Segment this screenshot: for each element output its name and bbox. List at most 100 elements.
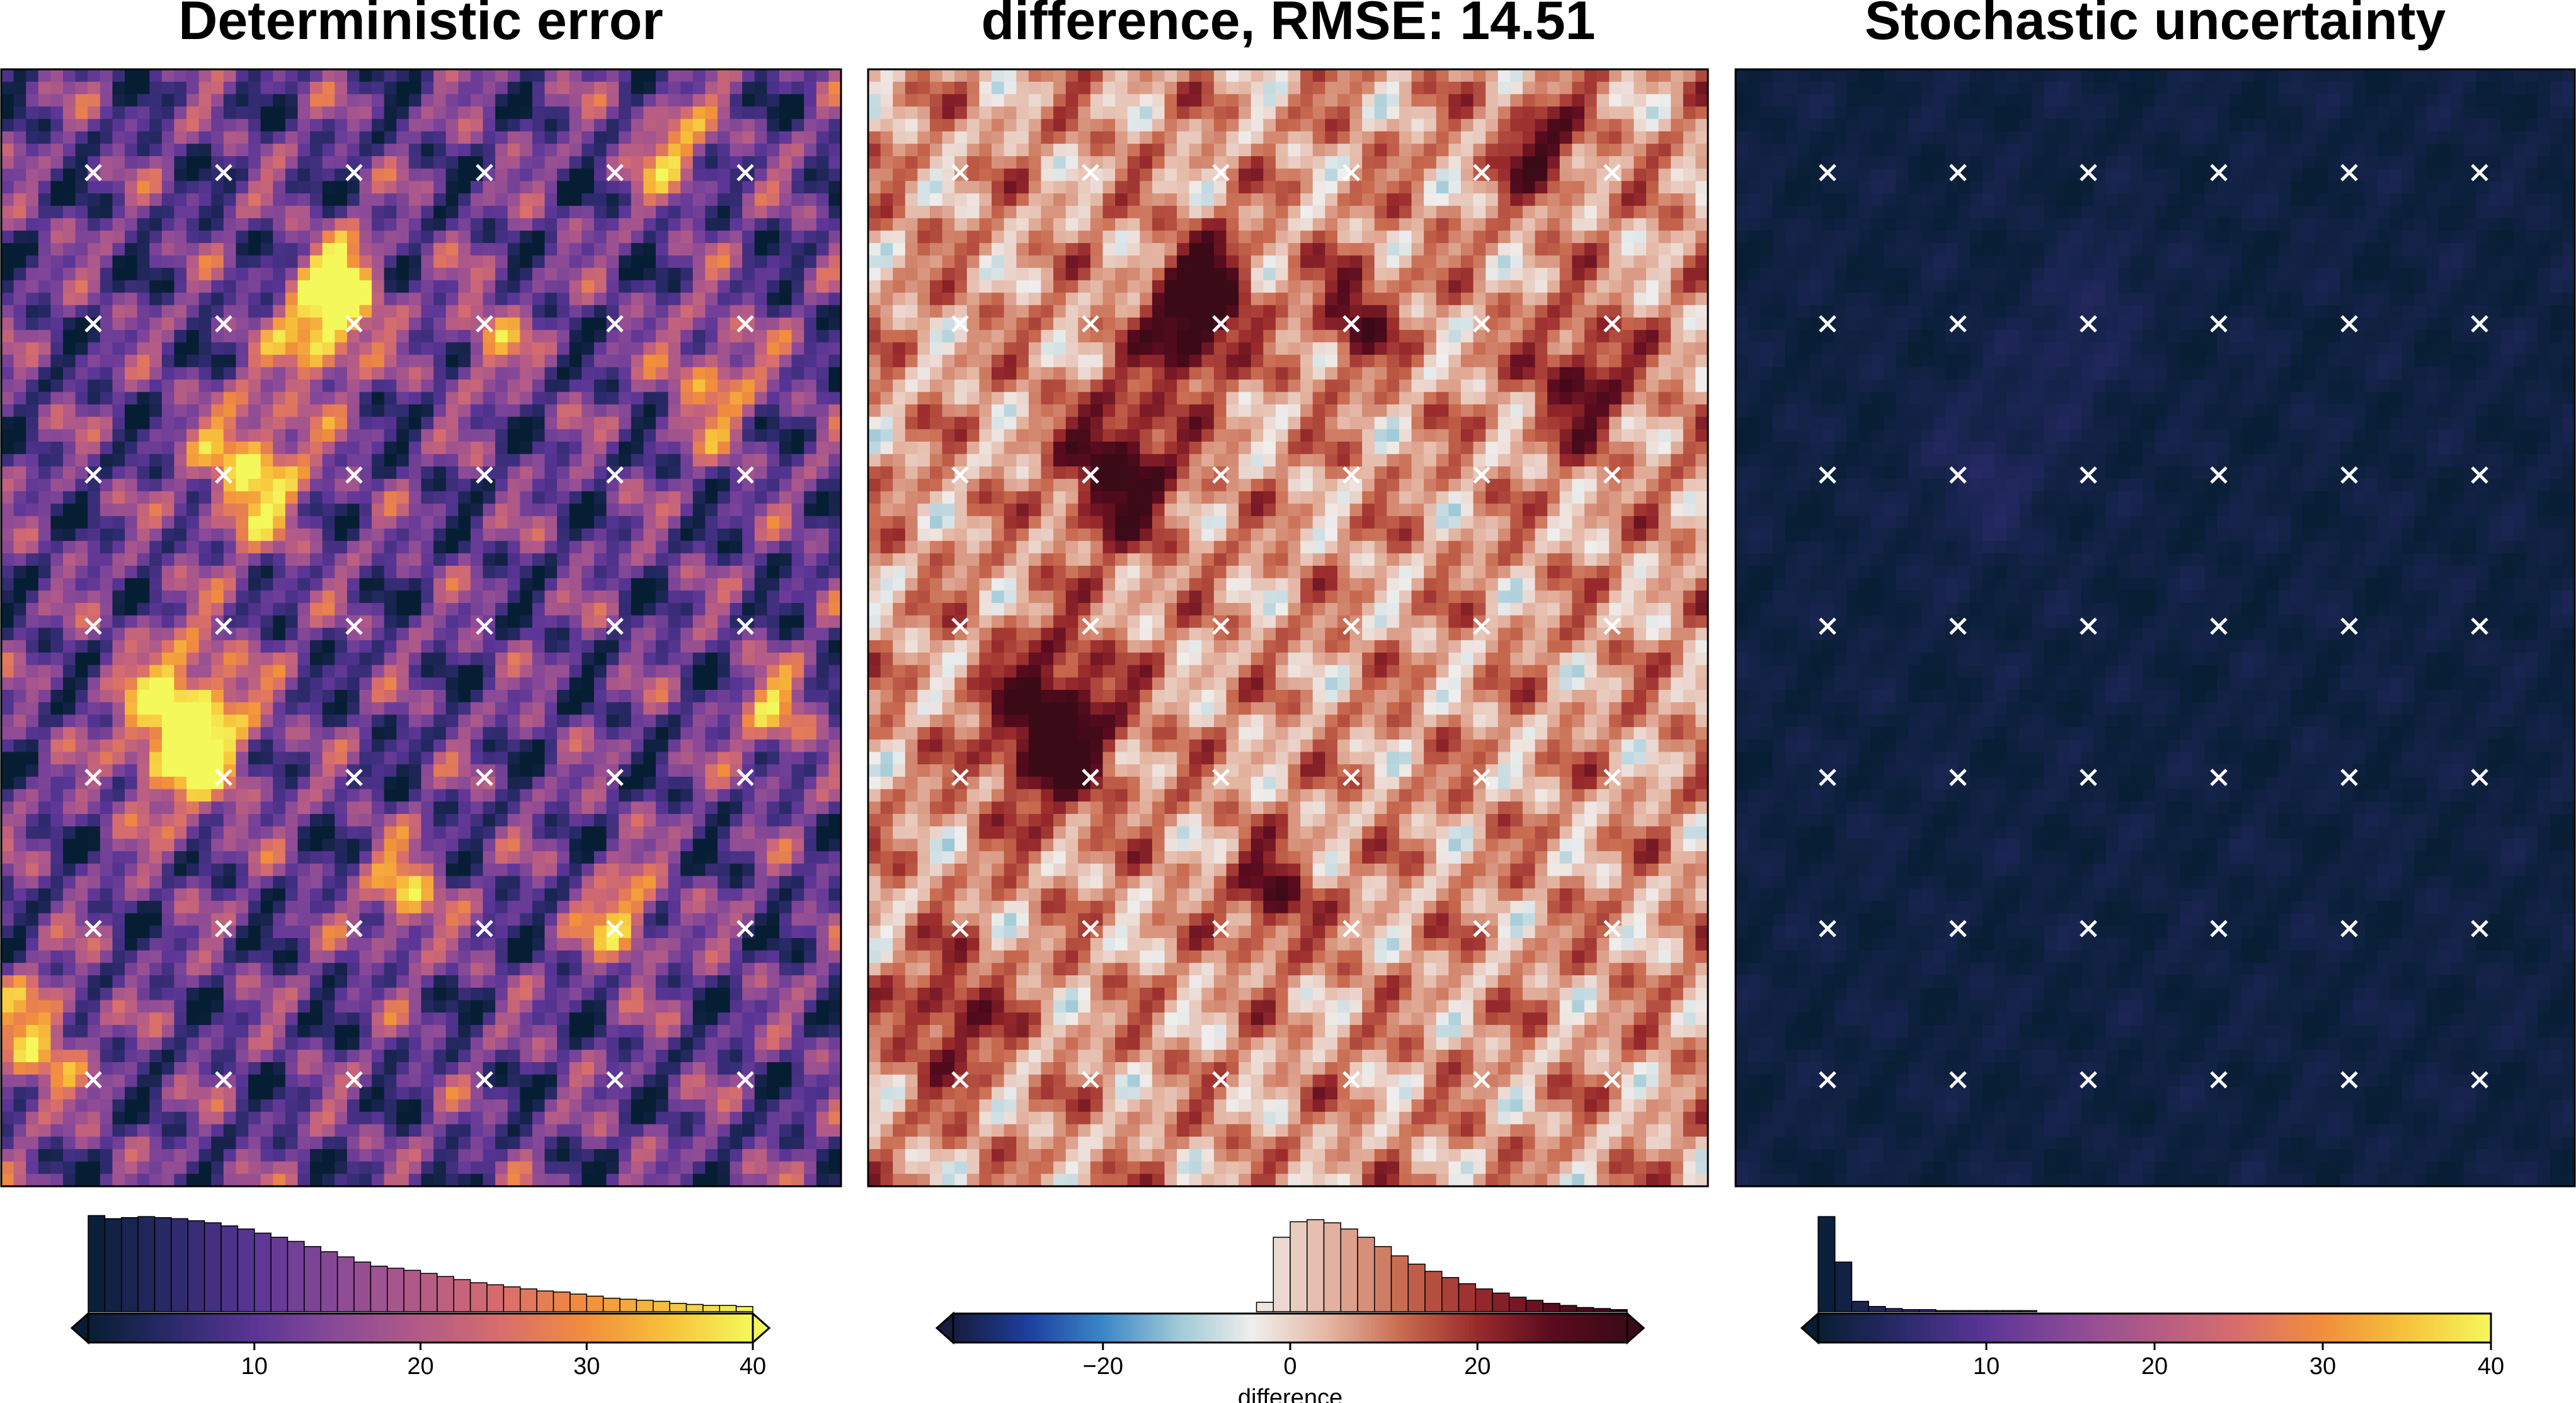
heatmap-cell [112,255,125,268]
heatmap-cell [483,528,496,542]
heatmap-cell [754,255,767,268]
heatmap-cell [297,69,311,83]
heatmap-cell [631,280,644,294]
heatmap-cell [643,342,656,355]
heatmap-cell [346,652,360,666]
heatmap-cell [606,118,619,132]
heatmap-cell [273,975,286,988]
heatmap-cell [631,491,644,505]
heatmap-cell [346,814,360,827]
heatmap-cell [359,280,372,294]
heatmap-cell [335,379,348,392]
heatmap-cell [161,118,175,132]
heatmap-cell [779,329,793,343]
heatmap-cell [125,429,138,442]
heatmap-cell [619,318,632,331]
heatmap-cell [248,193,261,207]
heatmap-cell [828,181,842,194]
heatmap-cell [433,292,447,306]
heatmap-cell [273,144,286,157]
heatmap-cell [680,280,694,294]
heatmap-cell [557,776,570,790]
heatmap-cell [668,367,681,381]
heatmap-cell [236,168,249,181]
heatmap-cell [273,665,286,678]
heatmap-cell [779,839,793,852]
heatmap-cell [421,690,434,703]
heatmap-cell [779,94,793,107]
heatmap-cell [445,739,459,753]
heatmap-cell [38,752,52,765]
heatmap-cell [742,416,755,430]
heatmap-cell [310,329,323,343]
heatmap-cell [335,404,348,418]
heatmap-cell [532,950,546,963]
heatmap-cell [408,615,422,629]
heatmap-cell [619,739,632,753]
heatmap-cell [322,590,335,604]
heatmap-cell [260,950,273,963]
heatmap-cell [507,640,520,653]
heatmap-cell [631,516,644,529]
heatmap-cell [13,404,26,418]
heatmap-cell [211,454,224,467]
heatmap-cell [236,181,249,194]
heatmap-cell [100,640,113,653]
heatmap-cell [828,876,842,889]
heatmap-cell [310,305,323,318]
heatmap-cell [804,429,817,442]
heatmap-cell [458,814,471,827]
heatmap-cell [13,268,26,281]
heatmap-cell [38,243,52,256]
heatmap-cell [791,776,804,790]
heatmap-cell [569,454,582,467]
heatmap-cell [223,516,237,529]
heatmap-cell [557,118,570,132]
heatmap-cell [705,553,718,566]
heatmap-cell [680,839,694,852]
heatmap-cell [372,615,385,629]
heatmap-cell [297,578,311,591]
heatmap-cell [63,168,76,181]
heatmap-cell [593,491,607,505]
heatmap-cell [445,280,459,294]
heatmap-cell [211,578,224,591]
heatmap-cell [186,231,200,244]
heatmap-cell [804,839,817,852]
heatmap-cell [619,342,632,355]
heatmap-cell [26,81,39,94]
heatmap-cell [791,652,804,666]
heatmap-cell [445,318,459,331]
heatmap-cell [705,491,718,505]
heatmap-cell [643,379,656,392]
heatmap-cell [260,665,273,678]
heatmap-cell [668,566,681,579]
heatmap-cell [335,292,348,306]
heatmap-cell [458,913,471,926]
heatmap-cell [223,888,237,902]
heatmap-cell [174,714,187,728]
heatmap-cell [470,839,484,852]
heatmap-cell [346,442,360,455]
heatmap-cell [705,280,718,294]
heatmap-cell [680,416,694,430]
heatmap-cell [581,181,595,194]
heatmap-cell [593,231,607,244]
heatmap-cell [791,764,804,777]
heatmap-cell [532,876,546,889]
heatmap-cell [458,305,471,318]
heatmap-cell [223,752,237,765]
heatmap-cell [828,839,842,852]
heatmap-cell [174,566,187,579]
heatmap-cell [730,69,743,83]
heatmap-cell [754,81,767,94]
heatmap-cell [470,404,484,418]
heatmap-cell [692,925,706,939]
heatmap-cell [384,69,397,83]
heatmap-cell [396,553,409,566]
heatmap-cell [495,168,508,181]
heatmap-cell [75,168,88,181]
heatmap-cell [63,677,76,690]
heatmap-cell [532,528,546,542]
